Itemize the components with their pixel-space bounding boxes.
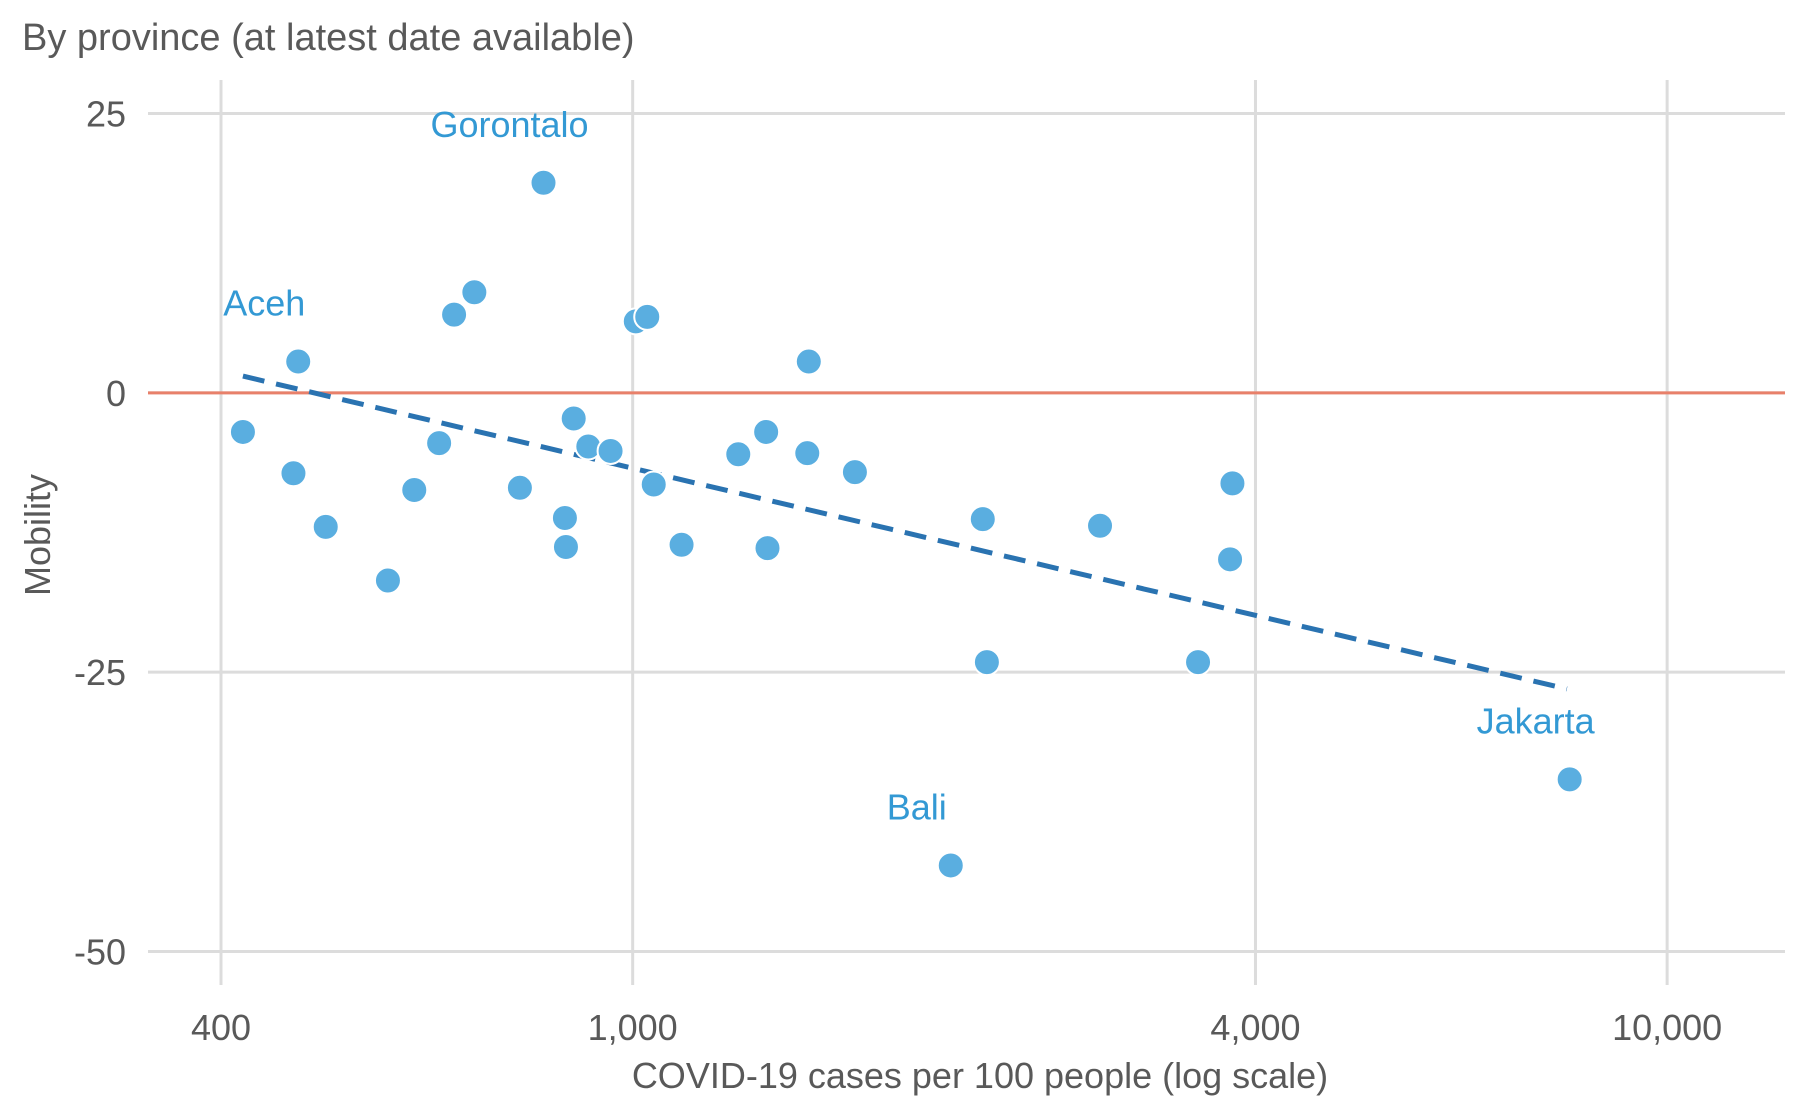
x-tick-label: 10,000 [1612,1007,1722,1048]
data-point [373,566,402,595]
x-tick-label: 400 [191,1007,251,1048]
data-point [667,530,696,559]
point-label-gorontalo: Gorontalo [430,104,588,145]
data-point [1086,511,1115,540]
x-tick-label: 4,000 [1210,1007,1300,1048]
data-point [440,300,469,329]
data-point [1184,648,1213,677]
point-label-aceh: Aceh [223,283,305,324]
y-axis-label: Mobility [17,474,58,596]
data-point [559,404,588,433]
data-point [551,533,580,562]
y-tick-label: 0 [106,373,126,414]
data-point [972,648,1001,677]
data-point [596,436,625,465]
y-tick-label: -50 [74,931,126,972]
data-point [633,302,662,331]
data-point [793,439,822,468]
data-point [1216,545,1245,574]
trend-line-group [242,373,1568,692]
data-point [724,440,753,469]
data-point [794,347,823,376]
y-tick-label: -25 [74,652,126,693]
data-point [753,534,782,563]
point-label-jakarta: Jakarta [1477,700,1596,741]
data-point [529,168,558,197]
data-point [968,505,997,534]
point-label-bali: Bali [887,786,947,827]
data-point [936,851,965,880]
data-point [505,473,534,502]
y-tick-label: 25 [86,94,126,135]
data-point [752,417,781,446]
data-point [425,429,454,458]
data-point [284,347,313,376]
x-axis-label: COVID-19 cases per 100 people (log scale… [632,1055,1328,1096]
x-tick-label: 1,000 [588,1007,678,1048]
data-point [279,459,308,488]
data-point [840,458,869,487]
data-points [228,168,1584,880]
point-annotations: Aceh Gorontalo Bali Jakarta [223,104,1595,828]
data-point [550,503,579,532]
gridlines [148,80,1785,985]
data-point [1218,469,1247,498]
data-point [1555,765,1584,794]
data-point [400,476,429,505]
chart-subtitle: By province (at latest date available) [22,17,635,59]
data-point [311,512,340,541]
data-point [460,278,489,307]
data-point [639,470,668,499]
tick-labels: 400 1,000 4,000 10,000 25 0 -25 -50 [74,94,1722,1048]
data-point [228,417,257,446]
trend-line [242,373,1568,692]
